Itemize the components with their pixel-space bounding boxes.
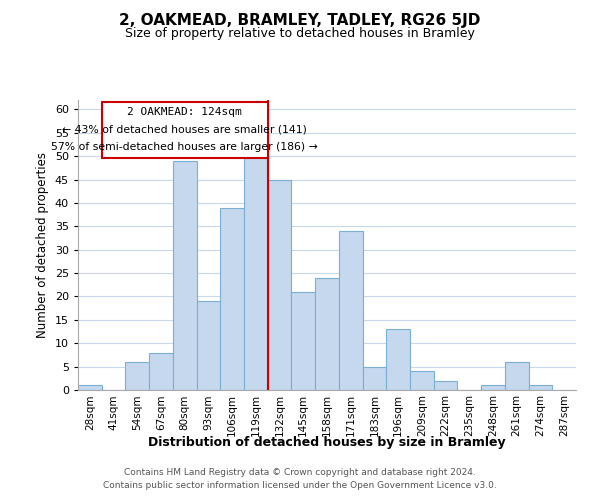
- Text: ← 43% of detached houses are smaller (141): ← 43% of detached houses are smaller (14…: [62, 124, 307, 134]
- Bar: [386, 329, 410, 390]
- Bar: [505, 362, 529, 390]
- Text: 2, OAKMEAD, BRAMLEY, TADLEY, RG26 5JD: 2, OAKMEAD, BRAMLEY, TADLEY, RG26 5JD: [119, 12, 481, 28]
- Y-axis label: Number of detached properties: Number of detached properties: [36, 152, 49, 338]
- Bar: [173, 161, 197, 390]
- Text: 2 OAKMEAD: 124sqm: 2 OAKMEAD: 124sqm: [127, 106, 242, 117]
- Bar: [529, 386, 552, 390]
- Text: Contains HM Land Registry data © Crown copyright and database right 2024.: Contains HM Land Registry data © Crown c…: [124, 468, 476, 477]
- Bar: [244, 156, 268, 390]
- Bar: [315, 278, 339, 390]
- Bar: [268, 180, 292, 390]
- Bar: [481, 386, 505, 390]
- Bar: [292, 292, 315, 390]
- Bar: [434, 380, 457, 390]
- Bar: [362, 366, 386, 390]
- Bar: [149, 352, 173, 390]
- Text: Distribution of detached houses by size in Bramley: Distribution of detached houses by size …: [148, 436, 506, 449]
- Bar: [339, 231, 362, 390]
- FancyBboxPatch shape: [102, 102, 268, 158]
- Text: Contains public sector information licensed under the Open Government Licence v3: Contains public sector information licen…: [103, 482, 497, 490]
- Bar: [220, 208, 244, 390]
- Bar: [197, 301, 220, 390]
- Bar: [78, 386, 102, 390]
- Bar: [410, 372, 434, 390]
- Bar: [125, 362, 149, 390]
- Text: 57% of semi-detached houses are larger (186) →: 57% of semi-detached houses are larger (…: [52, 142, 318, 152]
- Text: Size of property relative to detached houses in Bramley: Size of property relative to detached ho…: [125, 28, 475, 40]
